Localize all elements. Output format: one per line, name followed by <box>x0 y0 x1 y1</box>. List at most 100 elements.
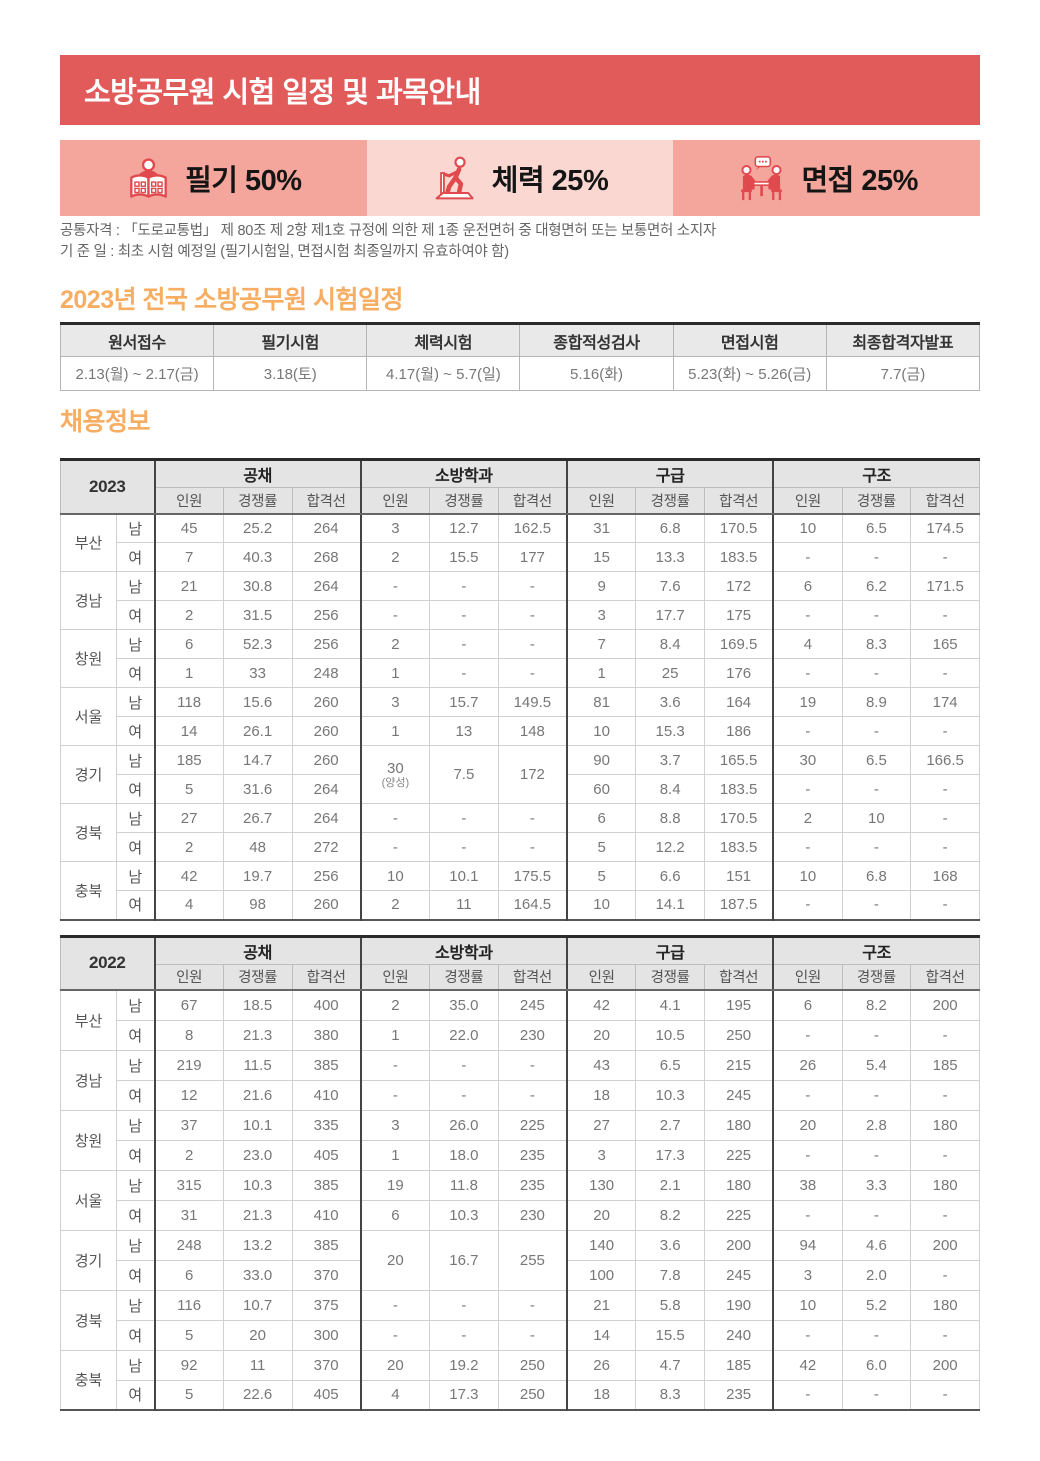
data-cell: 23.0 <box>222 1139 293 1171</box>
data-cell: 10 <box>772 861 843 891</box>
data-cell: - <box>910 1259 980 1291</box>
data-cell: - <box>772 1319 843 1351</box>
data-cell: 21 <box>566 1289 637 1321</box>
sub-header: 경쟁률 <box>841 487 912 515</box>
data-cell: 26.7 <box>222 803 293 833</box>
data-cell: - <box>910 774 980 804</box>
data-cell: 240 <box>704 1319 774 1351</box>
sub-header: 경쟁률 <box>429 963 499 991</box>
data-cell: - <box>910 1319 980 1351</box>
data-cell: 15.6 <box>222 687 293 717</box>
sex-label: 남 <box>116 571 155 601</box>
data-cell: - <box>359 1289 430 1321</box>
data-cell: 18.0 <box>429 1139 499 1171</box>
data-cell: - <box>772 1379 843 1411</box>
data-cell: 17.3 <box>429 1379 499 1411</box>
data-cell: 8.2 <box>841 989 912 1021</box>
schedule-date-cell: 7.7(금) <box>825 356 981 391</box>
data-cell: 2.1 <box>635 1169 705 1201</box>
sex-label: 여 <box>116 542 155 572</box>
region-label: 경남 <box>60 1049 117 1111</box>
table-row: 창원 남 6 52.3 256 2- -7 8.4 169.5 4 8.3 165 <box>60 629 980 688</box>
data-cell: 60 <box>566 774 637 804</box>
data-cell: 21.3 <box>222 1199 293 1231</box>
data-cell: - <box>497 1319 568 1351</box>
data-cell: 116 <box>153 1289 224 1321</box>
data-cell: 219 <box>153 1049 224 1081</box>
data-cell: - <box>772 890 843 920</box>
data-cell: - <box>497 1079 568 1111</box>
sub-header: 인원 <box>359 963 430 991</box>
data-cell: - <box>429 571 499 601</box>
sub-header: 경쟁률 <box>429 487 499 515</box>
data-cell: 10 <box>772 1289 843 1321</box>
table-row: 충북 남 92 11 370 20 19.2 250 26 4.7 185 42 6.0 200 <box>60 1349 980 1411</box>
exam-weight-badge-2: 면접 25% <box>673 140 981 216</box>
data-cell: 185 <box>704 1349 774 1381</box>
data-cell: 410 <box>291 1199 362 1231</box>
region-label: 경남 <box>60 571 117 630</box>
data-cell: 385 <box>291 1169 362 1201</box>
data-cell: 315 <box>153 1169 224 1201</box>
data-cell: 200 <box>910 1349 980 1381</box>
data-cell: 21.3 <box>222 1019 293 1051</box>
data-cell: 268 <box>291 542 362 572</box>
data-cell: 22.6 <box>222 1379 293 1411</box>
data-cell: - <box>910 658 980 688</box>
table-row: 창원 남 37 10.1 335 3 26.0 225 27 2.7 180 20 2.8 180 <box>60 1109 980 1171</box>
data-cell: 8.4 <box>635 774 705 804</box>
group-header: 구급 <box>565 459 774 488</box>
data-cell: - <box>359 803 430 833</box>
data-cell: 3 <box>359 513 430 543</box>
data-cell: 3.7 <box>635 745 705 775</box>
sub-header: 경쟁률 <box>222 963 293 991</box>
exam-weight-row: 필기 50% 체력 25% 면접 25% <box>60 140 981 216</box>
data-cell: 19.2 <box>429 1349 499 1381</box>
data-cell: - <box>359 1319 430 1351</box>
data-cell: 1 <box>359 716 430 746</box>
data-cell: 10 <box>772 513 843 543</box>
schedule-date-cell: 4.17(월) ~ 5.7(일) <box>366 356 521 391</box>
sex-label: 남 <box>116 513 155 543</box>
data-cell: 13.2 <box>222 1229 293 1261</box>
data-cell: 81 <box>566 687 637 717</box>
data-cell: 4.6 <box>841 1229 912 1261</box>
data-cell: - <box>910 832 980 862</box>
data-cell: 260 <box>291 687 362 717</box>
data-cell: - <box>841 1079 912 1111</box>
sex-label: 여 <box>116 716 155 746</box>
region-label: 충북 <box>60 1349 117 1411</box>
sex-label: 남 <box>116 861 155 891</box>
data-cell: 67 <box>153 989 224 1021</box>
data-cell: 180 <box>910 1109 980 1141</box>
data-cell: 177 <box>497 542 568 572</box>
data-cell: 92 <box>153 1349 224 1381</box>
data-cell: 20 <box>359 1349 430 1381</box>
table-row: 여 31 21.3 410 6 10.3 230 20 8.2 225- - - <box>61 1199 980 1231</box>
region-label: 경북 <box>60 1289 117 1351</box>
data-cell: 170.5 <box>704 513 774 543</box>
sex-label: 남 <box>116 629 155 659</box>
data-cell: 14 <box>566 1319 637 1351</box>
data-cell: - <box>772 716 843 746</box>
data-cell: 260 <box>291 745 362 775</box>
data-cell: 20 <box>566 1019 637 1051</box>
data-cell: 260 <box>291 716 362 746</box>
data-cell: 10.7 <box>222 1289 293 1321</box>
data-cell: - <box>910 542 980 572</box>
data-cell: - <box>497 571 568 601</box>
data-cell: 31.6 <box>222 774 293 804</box>
data-cell: 7 <box>153 542 224 572</box>
data-cell: 5 <box>153 774 224 804</box>
table-row: 경남 남 21 30.8 264- - -9 7.6 172 6 6.2 171.5 <box>60 571 980 630</box>
data-cell: 235 <box>497 1139 568 1171</box>
sub-header: 합격선 <box>910 487 980 515</box>
data-cell: 140 <box>566 1229 637 1261</box>
data-cell: 165 <box>910 629 980 659</box>
data-cell: 18 <box>566 1079 637 1111</box>
data-cell: 2.7 <box>635 1109 705 1141</box>
data-cell: 175.5 <box>497 861 568 891</box>
data-cell: 20 <box>359 1229 430 1291</box>
table-row: 여 1 33 248 1- -1 25 176- - - <box>61 658 980 688</box>
data-cell: 200 <box>910 989 980 1021</box>
